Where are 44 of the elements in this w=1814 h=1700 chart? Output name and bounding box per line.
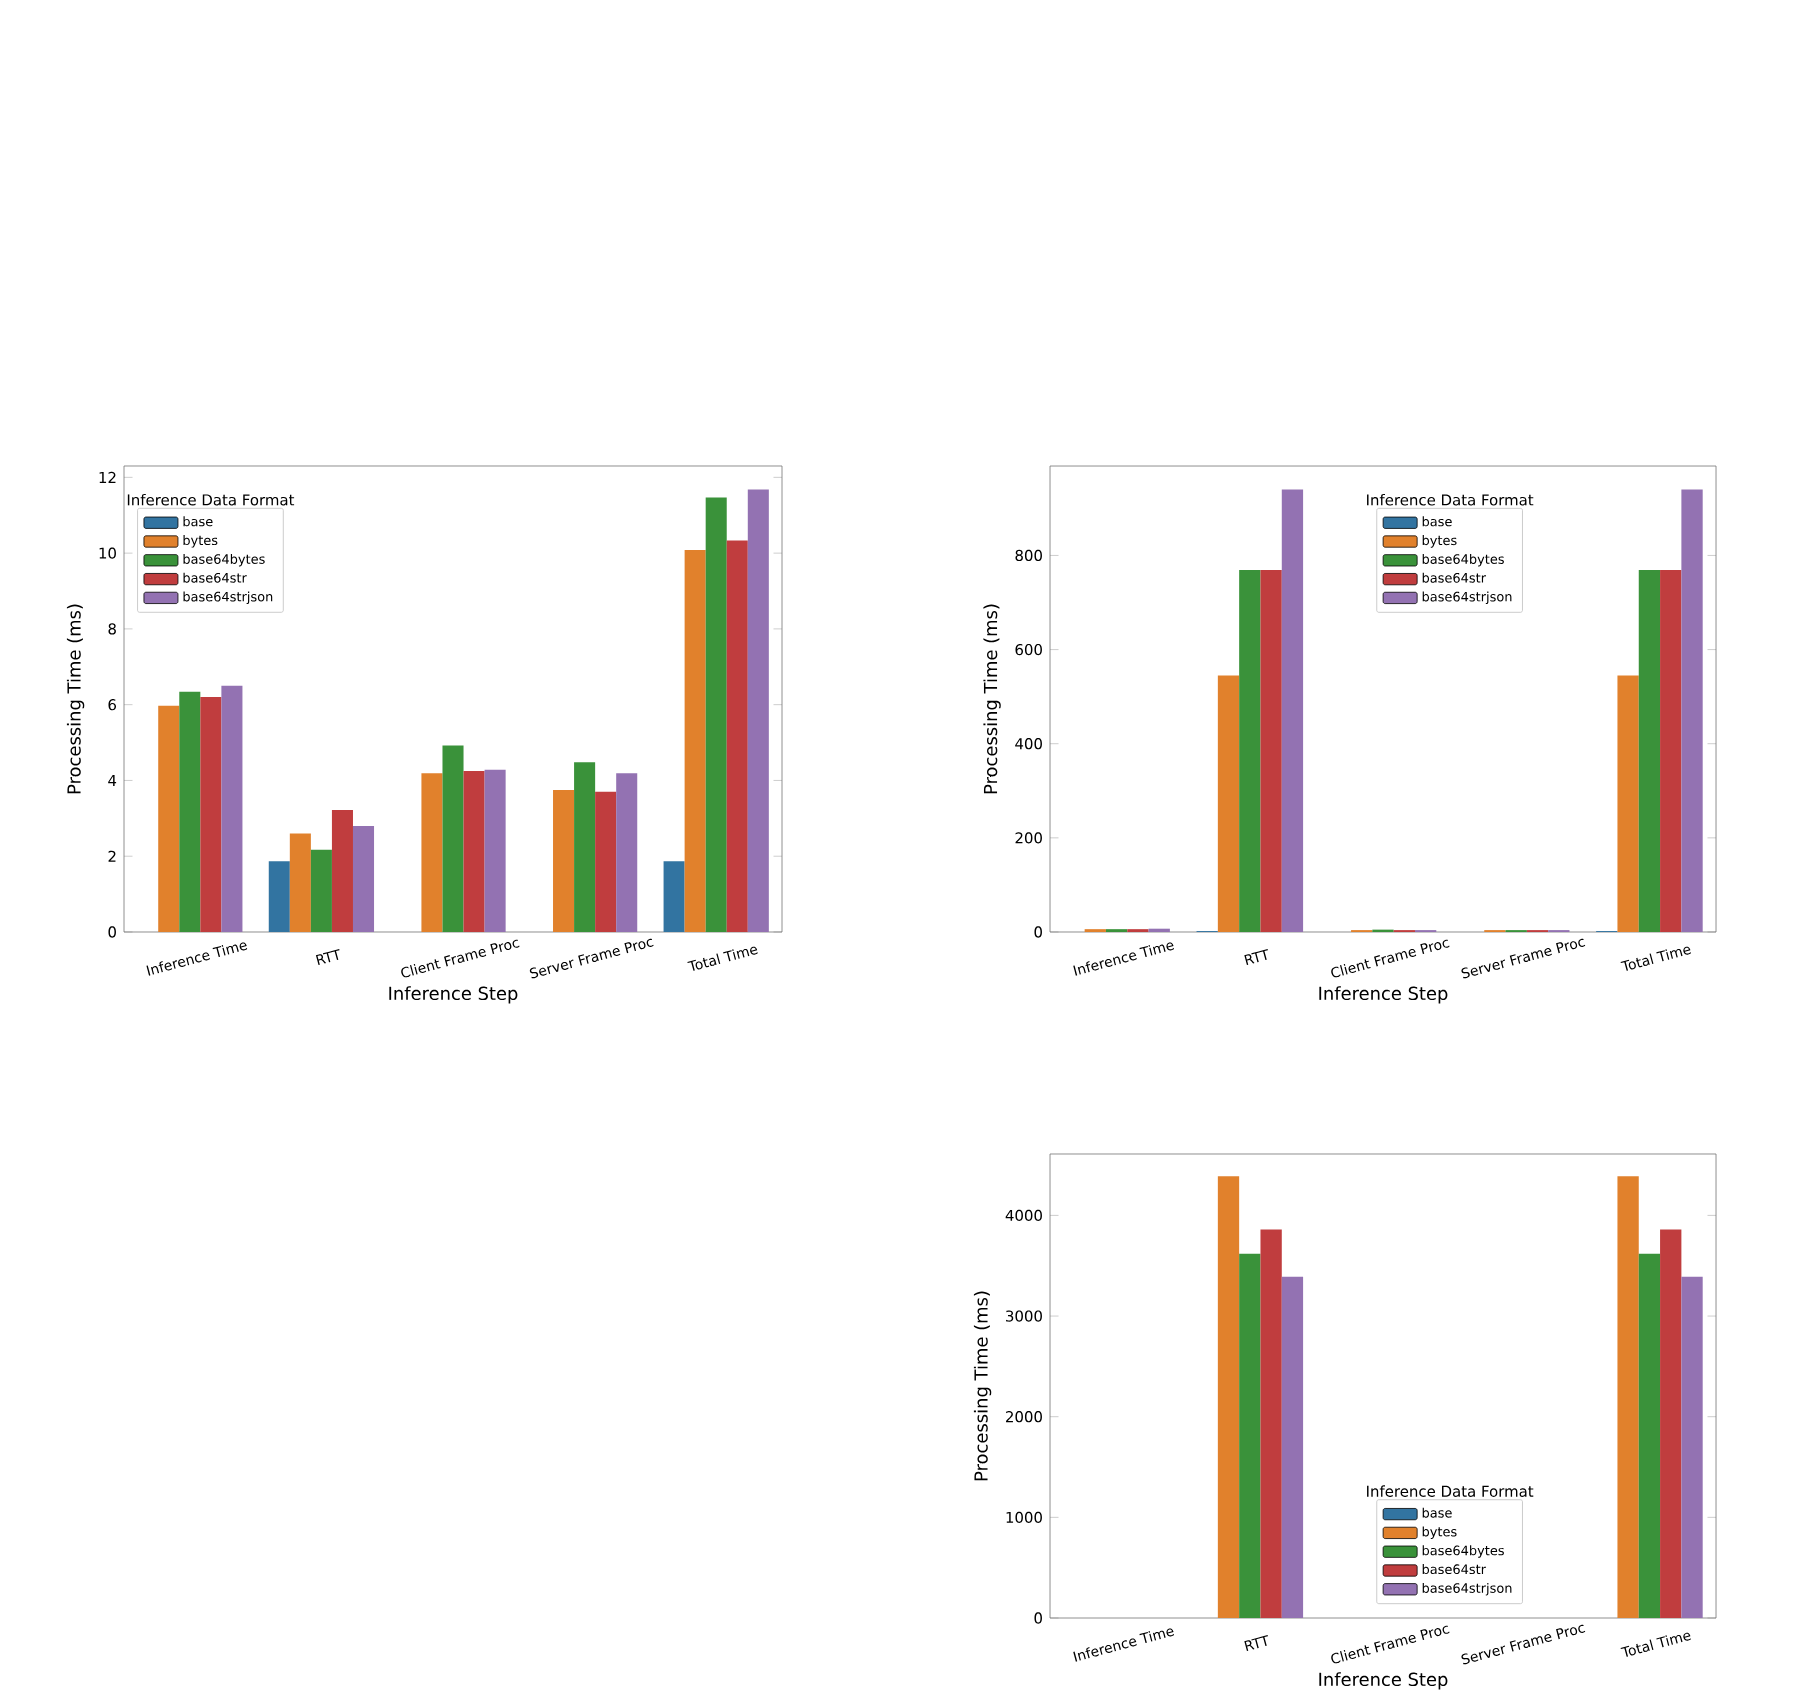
- x-axis-title: Inference Step: [389, 986, 518, 1004]
- bar: [289, 833, 311, 932]
- bar: [1681, 1276, 1703, 1618]
- bar: [1281, 489, 1304, 932]
- bar: [1638, 570, 1661, 932]
- y-axis-title: Processing Time (ms): [973, 1291, 992, 1481]
- bar: [1681, 489, 1703, 932]
- bar: [268, 861, 290, 932]
- bar: [1217, 675, 1240, 932]
- bar: [442, 745, 464, 932]
- bar: [726, 540, 748, 932]
- bar: [1239, 570, 1261, 932]
- bar: [1217, 1176, 1240, 1618]
- bar: [553, 789, 575, 932]
- x-axis-title: Inference Step: [1319, 986, 1448, 1004]
- bar: [574, 762, 596, 932]
- bar: [684, 550, 706, 932]
- bar: [616, 773, 638, 932]
- x-axis-title: Inference Step: [1319, 1672, 1448, 1690]
- y-axis-title: Processing Time (ms): [66, 604, 85, 794]
- bar: [1281, 1276, 1304, 1618]
- bar: [1638, 1253, 1661, 1618]
- bar: [1617, 675, 1639, 932]
- bar: [421, 773, 443, 932]
- bar: [484, 769, 506, 932]
- bar: [705, 497, 727, 932]
- bar: [1239, 1253, 1261, 1618]
- bar: [158, 705, 180, 932]
- bar: [663, 861, 685, 932]
- bar: [1260, 570, 1282, 932]
- bar: [179, 691, 201, 932]
- bar: [352, 825, 375, 932]
- bar: [1260, 1229, 1282, 1618]
- bar: [463, 770, 485, 932]
- y-axis-title: Processing Time (ms): [983, 604, 1001, 794]
- bar: [747, 489, 769, 932]
- bar: [1660, 1229, 1682, 1618]
- bar: [1617, 1176, 1639, 1618]
- bar: [331, 809, 353, 932]
- bar: [1660, 570, 1682, 932]
- bar: [221, 685, 243, 932]
- bar: [310, 849, 332, 932]
- bar: [200, 697, 222, 932]
- bar: [595, 791, 617, 932]
